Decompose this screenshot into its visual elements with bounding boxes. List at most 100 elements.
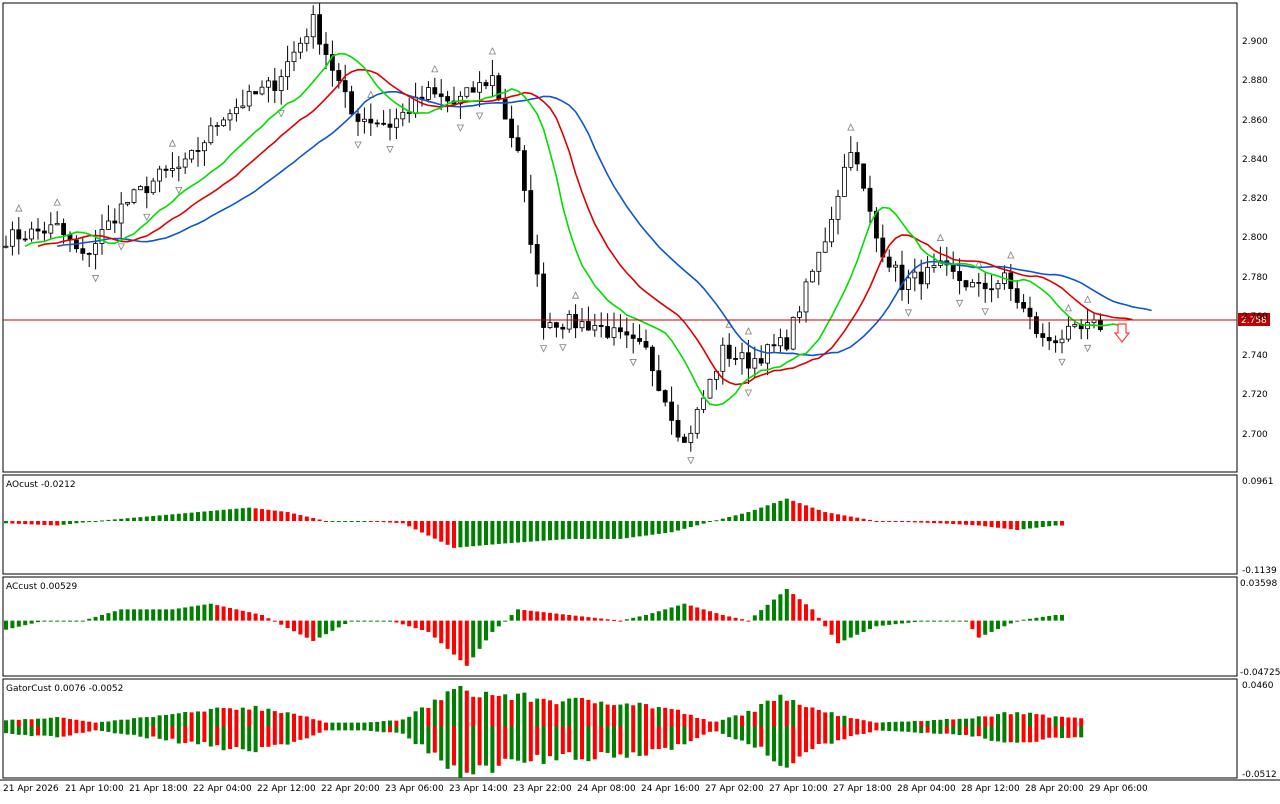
gator-up-bar xyxy=(266,708,271,727)
gator-down-bar xyxy=(164,726,168,741)
ac-bar xyxy=(746,620,751,622)
gator-up-bar xyxy=(791,699,796,727)
gator-up-bar xyxy=(55,717,60,727)
candle-body xyxy=(854,152,860,165)
gator-up-bar xyxy=(855,718,860,727)
candle-body xyxy=(560,326,566,330)
gator-up-bar xyxy=(1047,717,1052,727)
gator-up-bar xyxy=(516,693,520,727)
ac-bar xyxy=(55,620,60,622)
ao-bar xyxy=(125,518,130,522)
candle-body xyxy=(688,432,694,443)
gator-up-bar xyxy=(720,719,725,727)
ao-scale-bottom: -0.1139 xyxy=(1242,566,1277,576)
candle-body xyxy=(1059,338,1065,344)
time-label: 24 Apr 16:00 xyxy=(641,784,700,794)
ao-bar xyxy=(919,521,924,523)
ao-bar xyxy=(631,521,636,538)
gator-up-bar xyxy=(983,716,988,727)
ao-bar xyxy=(484,521,488,546)
ac-bar xyxy=(599,618,604,621)
ac-bar xyxy=(1002,620,1007,627)
gator-up-bar xyxy=(932,720,936,727)
gator-up-bar xyxy=(228,708,232,727)
gator-up-bar xyxy=(375,721,380,727)
ac-bar xyxy=(714,613,719,621)
candle-body xyxy=(1034,316,1039,334)
fractal-down-icon xyxy=(175,186,183,195)
ao-bar xyxy=(688,521,693,528)
candle-body xyxy=(86,253,92,255)
ac-bar xyxy=(368,620,373,622)
ao-bar xyxy=(496,521,501,544)
ao-bar xyxy=(68,521,72,525)
gator-up-bar xyxy=(247,709,252,727)
ac-pane[interactable] xyxy=(2,576,1238,677)
gator-up-bar xyxy=(74,719,79,727)
candle-body xyxy=(42,230,47,234)
candle-body xyxy=(483,82,489,87)
fractal-down-icon xyxy=(143,213,151,222)
ao-bar xyxy=(362,521,367,523)
gator-down-bar xyxy=(644,726,648,756)
candle-body xyxy=(118,203,124,224)
ac-bar xyxy=(855,620,860,635)
gator-down-bar xyxy=(1079,726,1084,738)
gator-down-bar xyxy=(740,726,744,741)
ao-bar xyxy=(836,514,840,522)
ao-bar xyxy=(490,521,495,545)
ac-bar xyxy=(989,620,994,632)
candle-body xyxy=(829,218,834,243)
ao-bar xyxy=(893,521,898,523)
ao-bar xyxy=(1021,521,1026,530)
ao-bar xyxy=(592,521,597,539)
ac-bar xyxy=(80,620,85,622)
gator-down-bar xyxy=(1072,726,1077,738)
gator-down-bar xyxy=(855,726,860,735)
alligator-lips-line xyxy=(24,52,1120,407)
fractal-up-icon xyxy=(571,291,580,299)
gator-up-bar xyxy=(439,700,444,727)
ao-bar xyxy=(618,521,623,539)
gator-up-bar xyxy=(298,715,303,727)
ao-bar xyxy=(100,520,104,522)
candle-body xyxy=(144,186,150,194)
ac-bar xyxy=(1028,618,1032,621)
main-pane[interactable] xyxy=(2,2,1238,473)
ac-bar xyxy=(932,620,936,622)
candle-body xyxy=(778,337,783,347)
ac-bar xyxy=(247,612,252,621)
gator-down-bar xyxy=(733,726,738,740)
ao-bar xyxy=(394,521,399,523)
ac-bar xyxy=(253,613,258,621)
gator-down-bar xyxy=(925,726,930,733)
ac-bar xyxy=(797,599,802,621)
fractal-down-icon xyxy=(539,345,548,353)
gator-down-bar xyxy=(266,726,271,747)
candle-body xyxy=(554,322,559,328)
gator-down-bar xyxy=(61,726,66,737)
candle-body xyxy=(470,87,476,93)
gator-scale-top: 0.0460 xyxy=(1242,681,1274,691)
candle-body xyxy=(509,118,515,139)
candle-body xyxy=(336,69,342,81)
candle-body xyxy=(214,125,220,127)
ac-bar xyxy=(887,620,892,625)
ac-bar xyxy=(804,604,808,621)
gator-up-bar xyxy=(23,719,28,727)
gator-up-bar xyxy=(464,690,469,727)
gator-up-bar xyxy=(964,718,968,727)
gator-up-bar xyxy=(701,718,706,727)
gator-down-bar xyxy=(592,726,597,760)
ac-bar xyxy=(439,620,444,644)
ao-bar xyxy=(80,521,85,523)
gator-up-bar xyxy=(880,722,885,727)
ac-bar xyxy=(868,620,872,630)
candle-body xyxy=(355,113,361,122)
candle-body xyxy=(534,244,540,275)
candle-body xyxy=(195,150,201,152)
gator-down-bar xyxy=(260,726,264,748)
ac-bar xyxy=(106,613,111,621)
